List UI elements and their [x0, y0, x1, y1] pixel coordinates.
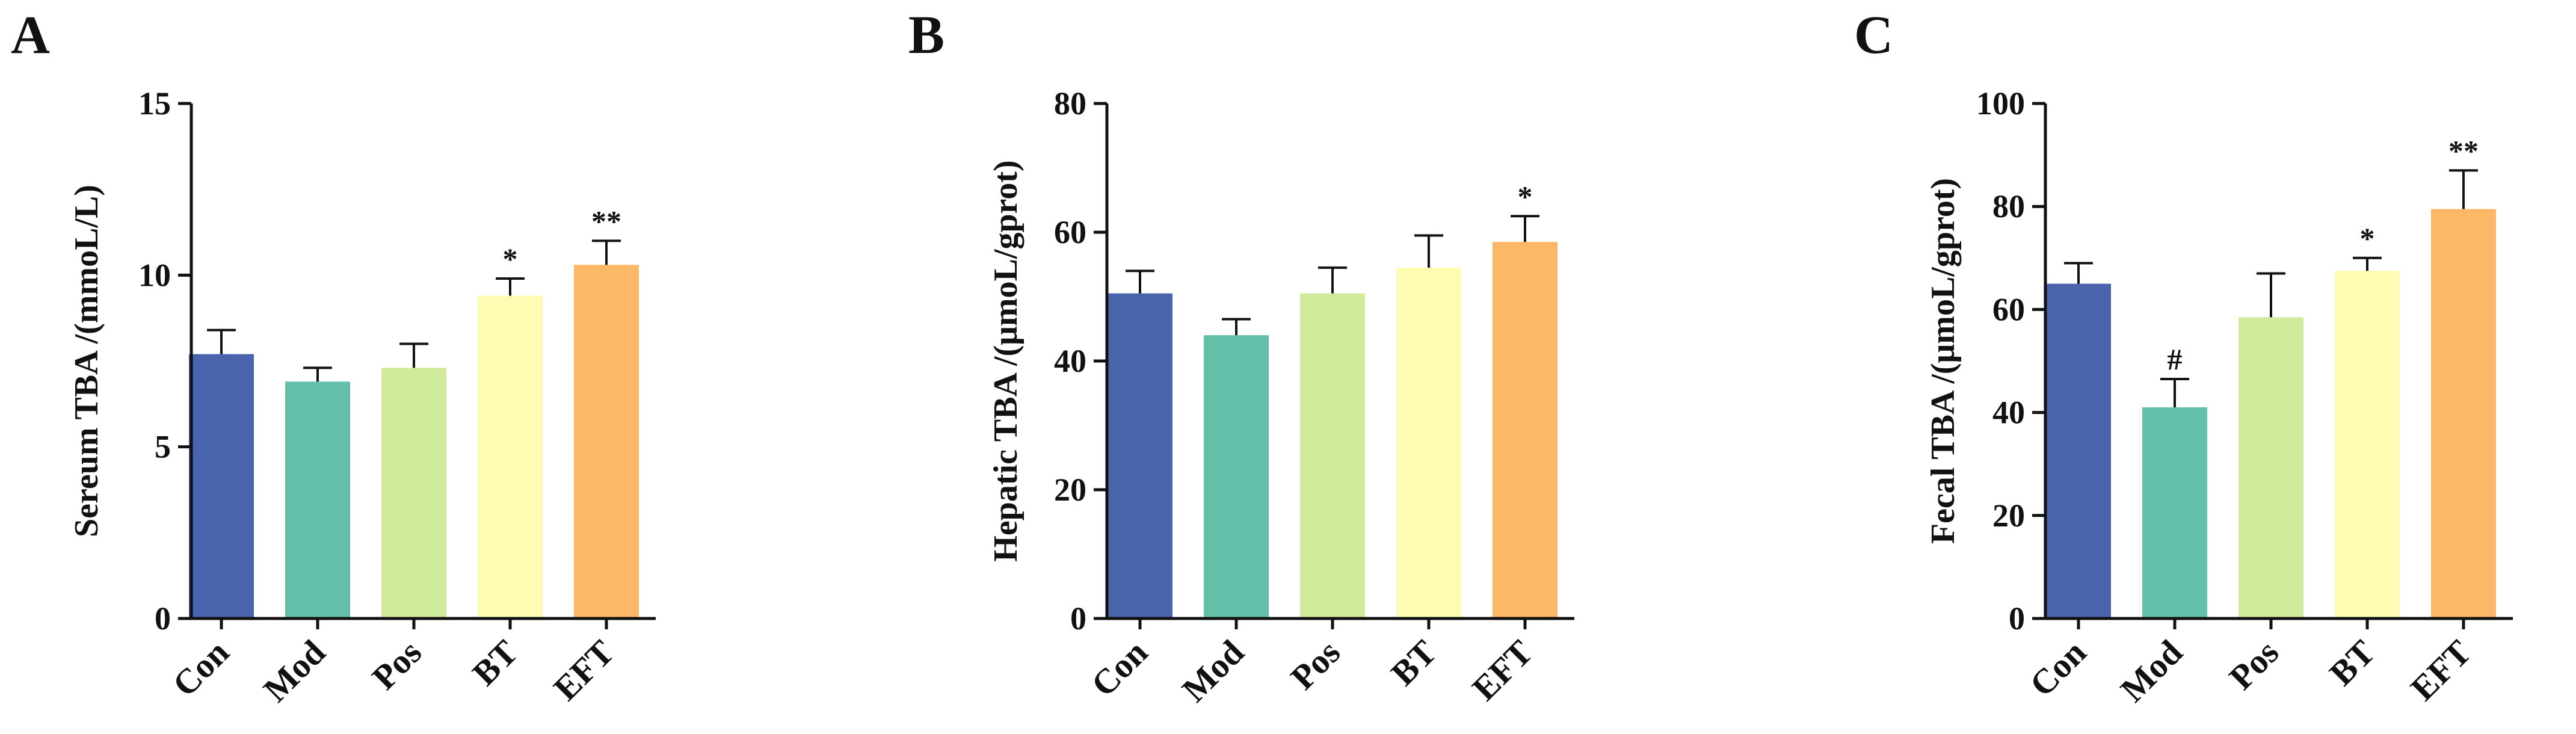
y-tick-label: 40: [1992, 395, 2025, 431]
significance-label-bt: *: [2360, 221, 2375, 255]
panel-letter: C: [1854, 5, 1893, 65]
bar-con: [1108, 293, 1172, 618]
y-tick-label: 20: [1992, 498, 2025, 534]
x-tick-label-bt: BT: [465, 632, 526, 693]
x-tick-label-pos: Pos: [365, 632, 429, 697]
x-tick-label-con: Con: [1083, 632, 1155, 704]
x-tick-label-bt: BT: [2322, 632, 2383, 693]
x-tick-label-mod: Mod: [2113, 632, 2190, 709]
y-axis-label: Fecal TBA /(μmoL/gprot): [1924, 178, 1962, 544]
y-tick-label: 20: [1054, 472, 1086, 508]
bar-eft: [1493, 242, 1558, 618]
x-tick-label-eft: EFT: [2403, 632, 2479, 708]
x-tick-label-bt: BT: [1384, 632, 1444, 693]
bar-pos: [381, 368, 446, 618]
x-tick-label-con: Con: [2022, 632, 2094, 704]
y-tick-label: 10: [138, 257, 171, 293]
chart-panel-b: B Hepatic TBA /(μmoL/gprot) Con Mod Pos BT * EF…: [908, 5, 1574, 709]
significance-label-eft: *: [1518, 179, 1533, 213]
bar-pos: [2239, 317, 2303, 618]
y-tick-label: 40: [1054, 343, 1086, 379]
y-tick-label: 80: [1054, 85, 1086, 122]
bar-con: [2046, 283, 2111, 619]
y-axis-label: Sereum TBA /(mmoL/L): [68, 185, 105, 537]
bar-mod: [2142, 407, 2207, 618]
panel-letter: A: [11, 5, 50, 65]
bar-mod: [285, 381, 350, 618]
y-tick-label: 80: [1992, 188, 2025, 224]
x-tick-label-pos: Pos: [2222, 632, 2286, 697]
y-tick-label: 100: [1976, 85, 2025, 122]
y-tick-label: 0: [155, 600, 171, 637]
y-tick-label: 5: [155, 429, 171, 465]
bar-bt: [2335, 271, 2400, 618]
x-tick-label-mod: Mod: [256, 632, 333, 709]
y-tick-label: 60: [1054, 214, 1086, 250]
significance-label-mod: #: [2168, 342, 2183, 376]
x-tick-label-mod: Mod: [1174, 632, 1251, 709]
y-tick-label: 0: [2009, 600, 2025, 637]
x-tick-label-eft: EFT: [546, 632, 621, 708]
chart-panel-c: C Fecal TBA /(μmoL/gprot) Con # Mod Pos * BT ** E…: [1854, 5, 2513, 709]
significance-label-eft: **: [2448, 134, 2479, 167]
x-tick-label-eft: EFT: [1464, 632, 1540, 708]
bar-eft: [574, 265, 639, 618]
significance-label-eft: **: [591, 204, 621, 238]
significance-label-bt: *: [503, 242, 518, 276]
bar-eft: [2431, 209, 2496, 619]
bar-bt: [1396, 267, 1461, 619]
y-axis-label: Hepatic TBA /(μmoL/gprot): [987, 160, 1025, 561]
x-tick-label-pos: Pos: [1283, 632, 1348, 697]
x-tick-label-con: Con: [165, 632, 236, 704]
y-tick-label: 60: [1992, 291, 2025, 327]
bar-pos: [1300, 293, 1365, 618]
chart-panel-a: A Sereum TBA /(mmoL/L) Con Mod Pos * BT ** EFT 0 5…: [11, 5, 656, 709]
y-tick-label: 0: [1070, 600, 1086, 637]
y-tick-label: 15: [138, 85, 171, 122]
bar-con: [189, 354, 254, 618]
bar-bt: [478, 295, 543, 618]
bar-mod: [1204, 335, 1269, 618]
panel-letter: B: [908, 5, 944, 65]
